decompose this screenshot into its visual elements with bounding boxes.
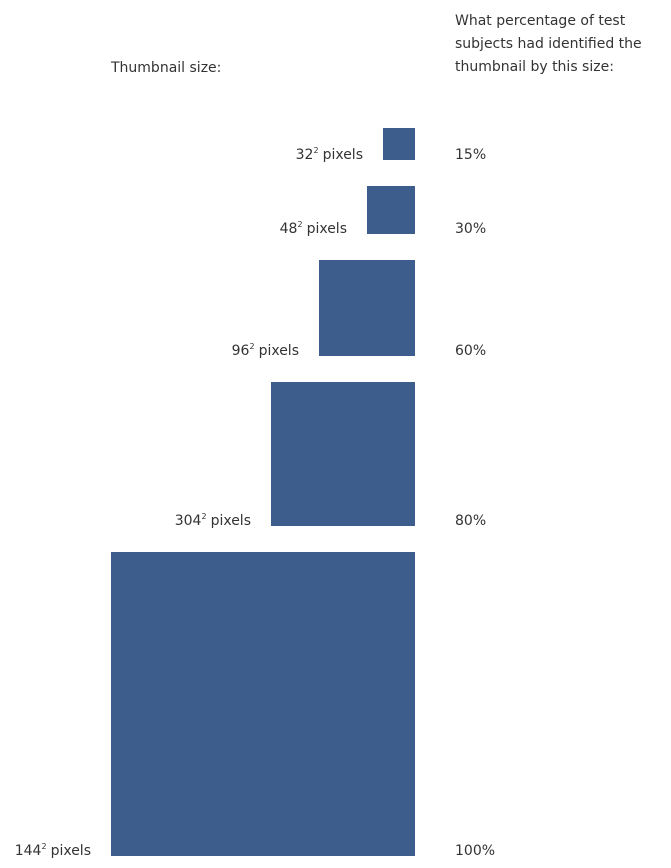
size-exponent: 2 xyxy=(249,342,254,351)
size-unit: pixels xyxy=(259,343,299,359)
size-label: 482 pixels xyxy=(280,220,347,237)
size-exponent: 2 xyxy=(201,512,206,521)
percentage-label: 80% xyxy=(455,513,486,529)
thumbnail-square xyxy=(319,260,415,356)
thumbnail-square xyxy=(383,128,415,160)
thumbnail-square xyxy=(271,382,415,526)
size-label: 962 pixels xyxy=(232,342,299,359)
size-heading: Thumbnail size: xyxy=(111,60,222,76)
size-label: 3042 pixels xyxy=(175,512,251,529)
size-exponent: 2 xyxy=(297,220,302,229)
thumbnail-square xyxy=(111,552,415,856)
percentage-label: 100% xyxy=(455,843,495,859)
size-number: 96 xyxy=(232,343,250,359)
size-label: 1442 pixels xyxy=(15,842,91,859)
size-unit: pixels xyxy=(51,843,91,859)
size-number: 48 xyxy=(280,221,298,237)
size-unit: pixels xyxy=(323,147,363,163)
size-unit: pixels xyxy=(307,221,347,237)
percentage-label: 15% xyxy=(455,147,486,163)
value-heading: What percentage of test subjects had ide… xyxy=(455,13,642,75)
percentage-label: 30% xyxy=(455,221,486,237)
size-number: 144 xyxy=(15,843,42,859)
size-number: 32 xyxy=(296,147,314,163)
size-unit: pixels xyxy=(211,513,251,529)
size-exponent: 2 xyxy=(313,146,318,155)
size-exponent: 2 xyxy=(41,842,46,851)
size-label: 322 pixels xyxy=(296,146,363,163)
thumbnail-square xyxy=(367,186,415,234)
percentage-label: 60% xyxy=(455,343,486,359)
size-number: 304 xyxy=(175,513,202,529)
